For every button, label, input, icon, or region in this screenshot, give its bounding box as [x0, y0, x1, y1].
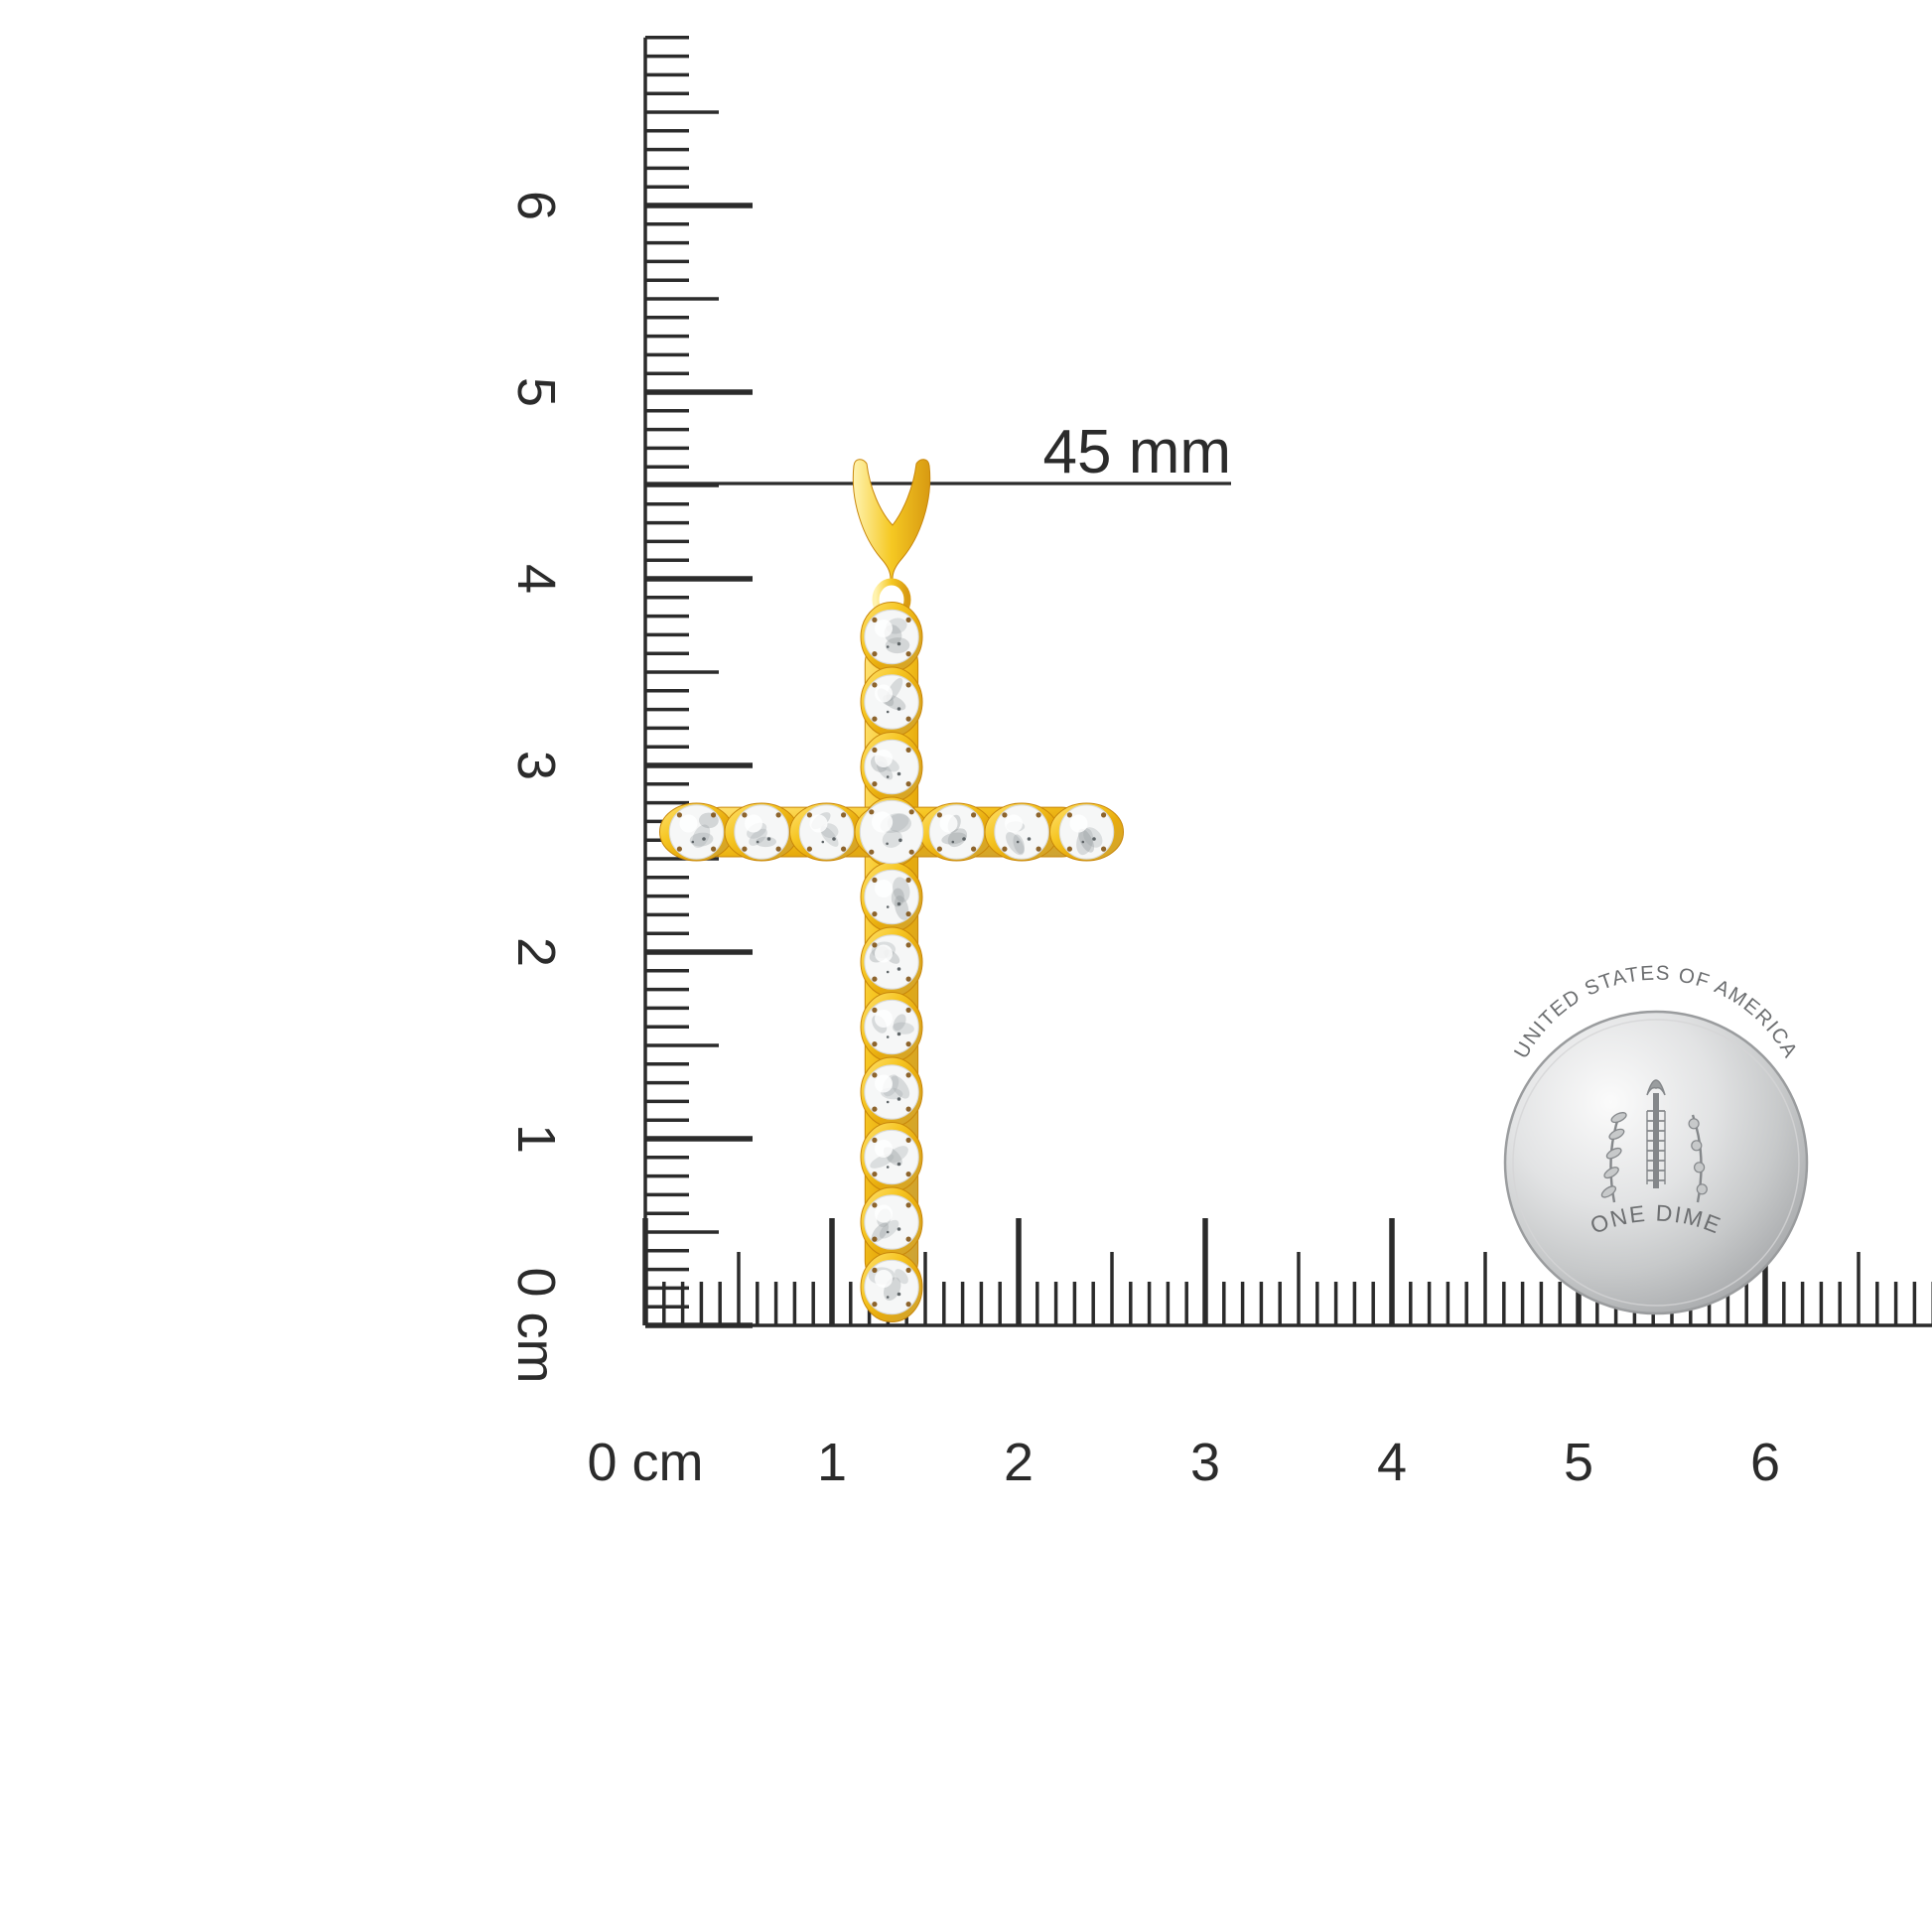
svg-text:45 mm: 45 mm: [1043, 418, 1231, 486]
svg-text:0 cm: 0 cm: [506, 1267, 566, 1383]
svg-text:5: 5: [506, 377, 566, 407]
svg-text:0 cm: 0 cm: [587, 1433, 703, 1492]
svg-text:6: 6: [1750, 1433, 1780, 1492]
svg-text:2: 2: [506, 937, 566, 967]
svg-text:3: 3: [506, 751, 566, 780]
svg-text:5: 5: [1564, 1433, 1593, 1492]
svg-text:4: 4: [1377, 1433, 1407, 1492]
svg-text:4: 4: [506, 564, 566, 594]
svg-text:1: 1: [506, 1124, 566, 1154]
svg-text:3: 3: [1190, 1433, 1220, 1492]
svg-text:2: 2: [1004, 1433, 1034, 1492]
svg-text:6: 6: [506, 191, 566, 220]
svg-text:1: 1: [817, 1433, 847, 1492]
